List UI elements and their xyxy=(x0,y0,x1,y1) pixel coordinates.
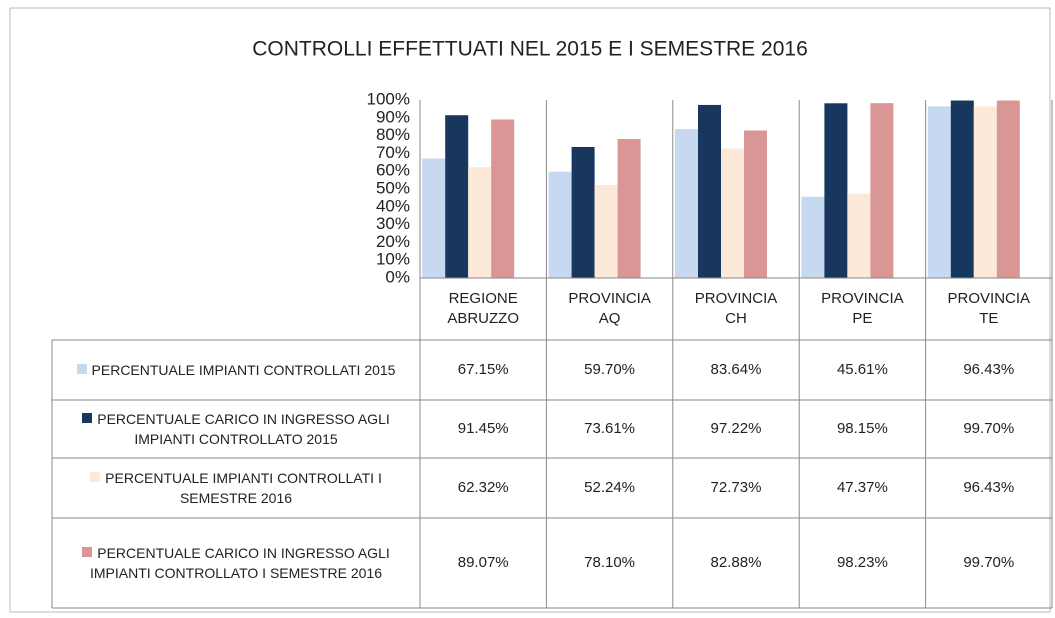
legend-swatch xyxy=(76,364,87,374)
data-label: 83.64% xyxy=(710,361,762,378)
bar xyxy=(468,167,492,278)
data-label: 91.45% xyxy=(457,420,509,437)
bar xyxy=(847,193,871,278)
y-tick-label: 60% xyxy=(376,161,410,180)
bar xyxy=(675,129,698,278)
x-tick-label: PROVINCIA CH xyxy=(694,290,778,327)
legend-label: PERCENTUALE IMPIANTI CONTROLLATI 2015 xyxy=(91,362,396,378)
y-tick-label: 40% xyxy=(376,196,410,215)
legend-entry-content: PERCENTUALE IMPIANTI CONTROLLATI 2015 xyxy=(76,360,396,380)
y-tick-label: 90% xyxy=(376,107,410,126)
data-label: 59.70% xyxy=(584,361,636,378)
bar xyxy=(950,100,974,278)
legend-entry-content: PERCENTUALE CARICO IN INGRESSO AGLI IMPI… xyxy=(58,409,414,449)
bar xyxy=(617,138,641,278)
data-label: 99.70% xyxy=(963,420,1015,437)
legend-swatch xyxy=(82,413,93,423)
x-tick-label: REGIONE ABRUZZO xyxy=(447,290,520,327)
y-tick-label: 100% xyxy=(367,89,410,108)
data-label: 62.32% xyxy=(457,479,509,496)
legend-label: PERCENTUALE CARICO IN INGRESSO AGLI IMPI… xyxy=(97,411,390,447)
data-label: 97.22% xyxy=(710,420,762,437)
bar xyxy=(870,103,894,278)
data-label: 99.70% xyxy=(963,554,1015,571)
data-label: 82.88% xyxy=(710,554,762,571)
data-label: 98.15% xyxy=(836,420,888,437)
data-label: 72.73% xyxy=(710,479,762,496)
data-label: 96.43% xyxy=(963,361,1015,378)
y-tick-label: 30% xyxy=(376,214,410,233)
bar xyxy=(744,130,767,278)
bar xyxy=(548,171,572,278)
legend-entry-content: PERCENTUALE CARICO IN INGRESSO AGLI IMPI… xyxy=(58,543,414,583)
data-label: 67.15% xyxy=(457,361,509,378)
data-label: 78.10% xyxy=(584,554,636,571)
bar xyxy=(571,146,595,278)
bar xyxy=(698,104,721,279)
legend-label: PERCENTUALE CARICO IN INGRESSO AGLI IMPI… xyxy=(90,545,390,581)
legend-label: PERCENTUALE IMPIANTI CONTROLLATI I SEMES… xyxy=(105,470,382,506)
data-label: 73.61% xyxy=(584,420,636,437)
bar xyxy=(721,148,744,278)
y-tick-label: 80% xyxy=(376,125,410,144)
bar xyxy=(996,100,1020,278)
bar xyxy=(824,103,848,278)
y-tick-label: 10% xyxy=(376,250,410,269)
x-tick-label: PROVINCIA TE xyxy=(947,290,1031,327)
y-tick-label: 50% xyxy=(376,178,410,197)
y-tick-label: 0% xyxy=(385,267,410,286)
legend-entry: PERCENTUALE IMPIANTI CONTROLLATI 2015 xyxy=(52,340,420,400)
legend-entry: PERCENTUALE IMPIANTI CONTROLLATI I SEMES… xyxy=(52,458,420,518)
bar xyxy=(445,115,469,279)
data-label: 98.23% xyxy=(836,554,888,571)
bar xyxy=(491,119,515,278)
legend-swatch xyxy=(82,547,93,557)
x-tick-label: PROVINCIA AQ xyxy=(568,290,651,327)
y-tick-label: 70% xyxy=(376,143,410,162)
bar xyxy=(973,106,997,278)
legend-entry: PERCENTUALE CARICO IN INGRESSO AGLI IMPI… xyxy=(52,518,420,608)
legend-entry: PERCENTUALE CARICO IN INGRESSO AGLI IMPI… xyxy=(52,400,420,458)
y-tick-label: 20% xyxy=(376,232,410,251)
data-label: 52.24% xyxy=(584,479,636,496)
legend-swatch xyxy=(90,472,101,482)
legend-entry-content: PERCENTUALE IMPIANTI CONTROLLATI I SEMES… xyxy=(58,468,414,508)
data-label: 96.43% xyxy=(963,479,1015,496)
bar xyxy=(801,196,825,278)
data-label: 89.07% xyxy=(457,554,509,571)
bar xyxy=(927,106,951,278)
bar xyxy=(594,185,618,278)
bar xyxy=(422,158,446,278)
data-label: 47.37% xyxy=(836,479,888,496)
x-tick-label: PROVINCIA PE xyxy=(821,290,904,327)
chart-title: CONTROLLI EFFETTUATI NEL 2015 E I SEMEST… xyxy=(252,38,808,61)
data-label: 45.61% xyxy=(836,361,888,378)
